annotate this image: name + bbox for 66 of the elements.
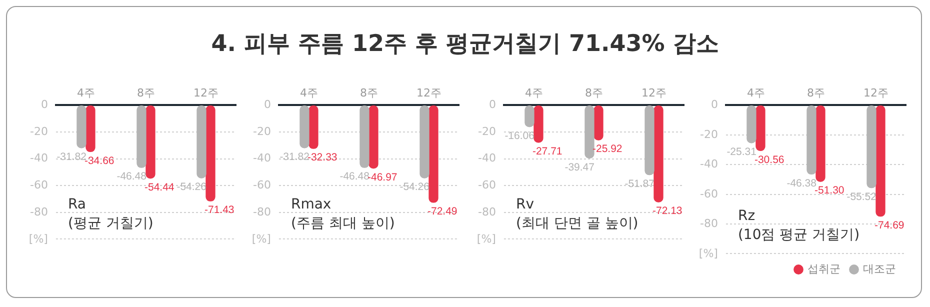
- data-label: -25.31: [726, 146, 757, 158]
- y-tick-label: -40: [478, 152, 496, 165]
- text: Rz: [738, 208, 756, 224]
- x-tick-label: 8주: [136, 86, 155, 100]
- data-label: -54.44: [144, 181, 174, 194]
- y-tick-label: -60: [478, 178, 496, 192]
- y-axis-title: [%]: [698, 246, 718, 260]
- data-label: -31.82: [280, 151, 310, 164]
- text: (최대 단면 골 높이): [516, 216, 638, 232]
- y-axis-title: [%]: [28, 232, 48, 246]
- x-tick-label: 4주: [746, 86, 765, 100]
- data-label: -72.13: [652, 205, 682, 218]
- data-label: -25.92: [592, 143, 622, 156]
- y-tick-label: -20: [30, 124, 48, 138]
- text: (주름 최대 높이): [290, 216, 395, 232]
- y-tick-label: 0: [488, 98, 496, 112]
- y-tick-label: -20: [700, 128, 718, 141]
- data-label: -74.69: [874, 219, 904, 232]
- y-tick-label: -60: [30, 178, 48, 192]
- text: Ra: [68, 196, 86, 213]
- data-label: -30.56: [754, 154, 784, 166]
- data-label: -46.38: [786, 177, 817, 190]
- text: (평균 거칠기): [68, 216, 154, 232]
- data-label: -32.33: [307, 152, 338, 164]
- y-tick-label: -60: [253, 178, 271, 192]
- x-tick-label: 8주: [584, 86, 603, 100]
- y-tick-label: -40: [30, 152, 48, 165]
- y-tick-label: -40: [253, 152, 271, 165]
- y-axis-title: [%]: [252, 232, 271, 246]
- x-tick-label: 4주: [300, 86, 318, 100]
- y-tick-label: 0: [264, 98, 271, 112]
- y-tick-label: -80: [30, 205, 48, 218]
- x-tick-label: 4주: [524, 86, 543, 100]
- legend-label: 섭취군: [808, 262, 840, 276]
- data-label: -46.48: [340, 170, 370, 183]
- x-tick-label: 12주: [193, 86, 218, 100]
- data-label: -72.49: [427, 206, 458, 218]
- text: Rmax: [290, 196, 332, 213]
- x-tick-label: 12주: [416, 86, 442, 100]
- text: (10점 평균 거칠기): [738, 226, 860, 243]
- y-tick-label: -60: [700, 187, 718, 200]
- legend-label: 대조군: [863, 262, 896, 276]
- data-label: -31.82: [56, 151, 87, 164]
- x-tick-label: 12주: [641, 86, 666, 100]
- y-tick-label: 0: [710, 98, 718, 112]
- text: 4. 피부 주름 12주 후 평균거칠기 71.43% 감소: [210, 30, 720, 59]
- y-axis-title: [%]: [476, 232, 496, 246]
- data-label: -27.71: [532, 146, 562, 158]
- x-tick-label: 4주: [76, 86, 95, 100]
- y-tick-label: -20: [478, 124, 496, 138]
- y-tick-label: -80: [478, 205, 496, 218]
- data-label: -46.48: [116, 170, 147, 183]
- x-tick-label: 8주: [806, 86, 825, 100]
- data-label: -51.30: [814, 184, 844, 197]
- text: Rv: [516, 196, 534, 213]
- data-label: -46.97: [367, 171, 398, 184]
- data-label: -71.43: [204, 204, 234, 216]
- y-tick-label: -20: [253, 124, 271, 138]
- y-tick-label: 0: [40, 98, 48, 112]
- y-tick-label: -80: [700, 217, 718, 230]
- y-tick-label: -80: [253, 205, 271, 218]
- x-tick-label: 8주: [360, 86, 378, 100]
- y-tick-label: -40: [700, 158, 718, 171]
- x-tick-label: 12주: [863, 86, 888, 100]
- data-label: -39.47: [564, 161, 595, 174]
- data-label: -34.66: [84, 154, 114, 167]
